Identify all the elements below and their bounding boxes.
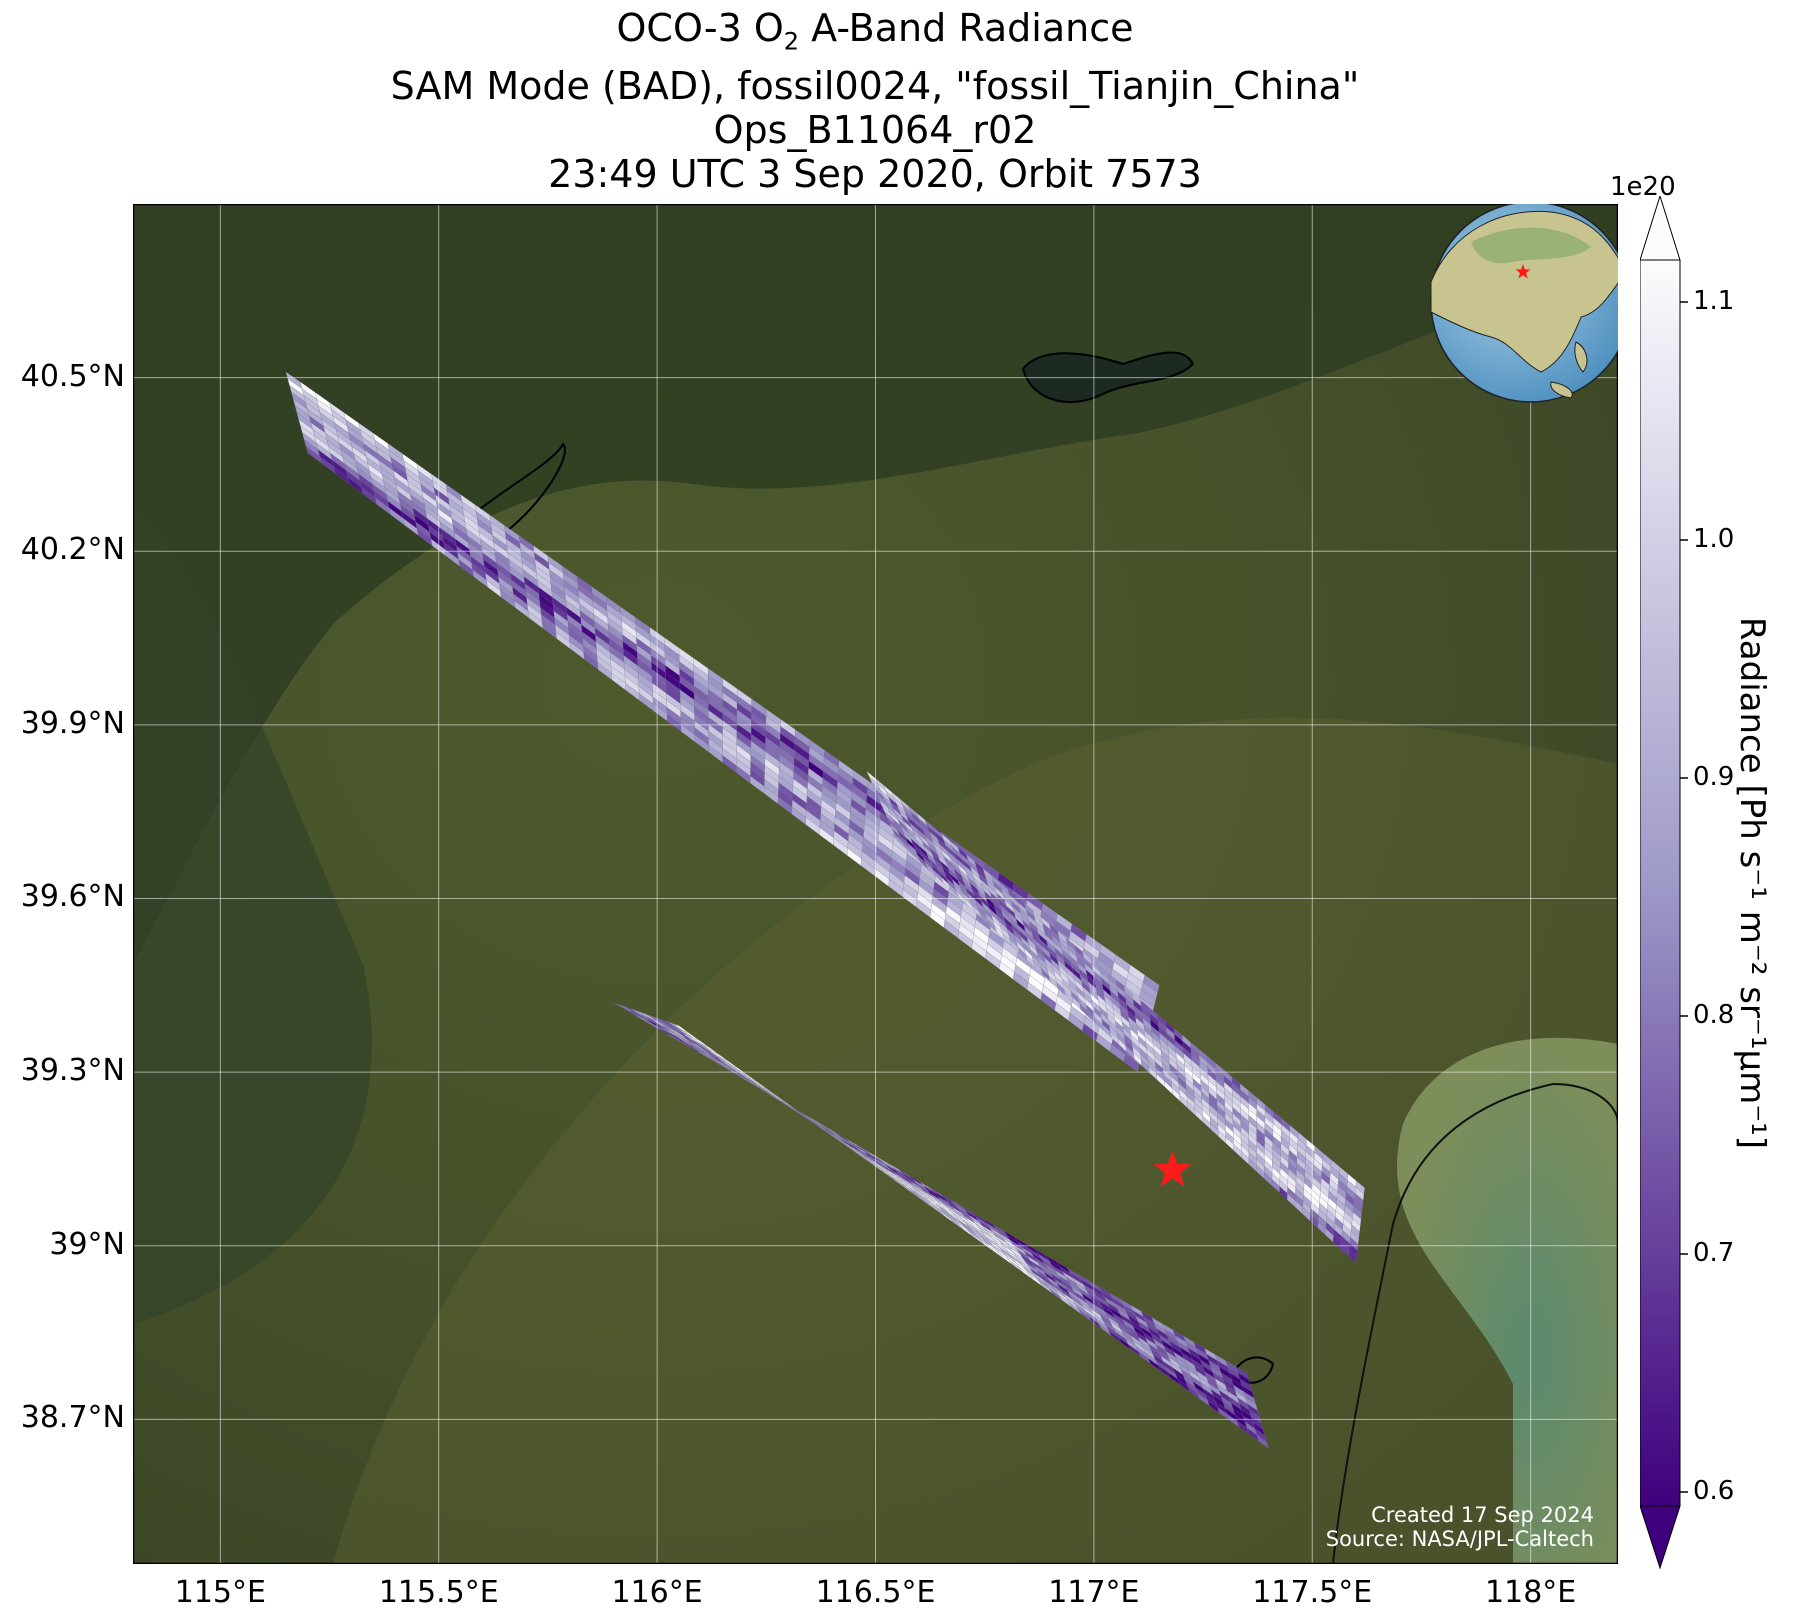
bohai-sea (1397, 1037, 1618, 1564)
graticule (133, 204, 1618, 1564)
globe-islands (1550, 341, 1588, 399)
title-line-1: OCO-3 O2 A-Band Radiance (616, 6, 1134, 56)
data-source: Source: NASA/JPL-Caltech (1325, 1527, 1594, 1551)
lon-tick-label: 118°E (1485, 1575, 1577, 1610)
colorbar-extend-max (1640, 196, 1681, 261)
east-swath (866, 770, 1365, 1264)
title-line-2: SAM Mode (BAD), fossil0024, "fossil_Tian… (390, 63, 1360, 108)
coastline (1332, 1082, 1618, 1564)
south-swath (613, 1002, 1270, 1449)
mountain-region-north (133, 204, 1618, 964)
title-line-3: Ops_B11064_r02 (713, 107, 1037, 152)
inset-globe (1430, 204, 1618, 403)
lat-tick-label: 40.2°N (20, 532, 125, 568)
colorbar-tick-label: 1.1 (1693, 286, 1735, 316)
target-star-icon (1153, 1150, 1192, 1187)
colorbar-tick-label: 1.0 (1693, 524, 1735, 554)
lon-tick-label: 117°E (1048, 1575, 1140, 1610)
lat-tick-label: 39.9°N (20, 705, 125, 741)
radiance-cell (1256, 1434, 1270, 1449)
colorbar-tick-label: 0.7 (1693, 1238, 1735, 1268)
colorbar-label: Radiance [Ph s⁻¹ m⁻² sr⁻¹μm⁻¹] (1732, 616, 1772, 1150)
colorbar-tick-label: 0.6 (1693, 1476, 1735, 1506)
lat-tick-label: 39.6°N (20, 879, 125, 915)
lat-tick-label: 39°N (49, 1226, 125, 1262)
lon-tick-label: 116°E (611, 1575, 703, 1610)
title-line-4: 23:49 UTC 3 Sep 2020, Orbit 7573 (548, 151, 1202, 196)
created-date: Created 17 Sep 2024 (1371, 1503, 1594, 1527)
colorbar (1640, 196, 1688, 1570)
globe-target-star-icon (1515, 264, 1531, 279)
colorbar-extend-min (1640, 1505, 1681, 1570)
lat-tick-label: 39.3°N (20, 1053, 125, 1089)
mountain-region-west (133, 504, 372, 1324)
lat-tick-label: 40.5°N (20, 358, 125, 394)
lon-tick-label: 115.5°E (378, 1575, 499, 1610)
lon-tick-label: 115°E (174, 1575, 266, 1610)
credits: Created 17 Sep 2024 Source: NASA/JPL-Cal… (1326, 1503, 1594, 1551)
lon-tick-label: 116.5°E (815, 1575, 936, 1610)
colorbar-body (1640, 259, 1681, 1507)
radiance-cell (1348, 1249, 1357, 1264)
lon-tick-label: 117.5°E (1252, 1575, 1373, 1610)
colorbar-multiplier: 1e20 (1610, 172, 1676, 202)
plot-title: OCO-3 O2 A-Band Radiance SAM Mode (BAD),… (0, 6, 1750, 196)
colorbar-tick-label: 0.8 (1693, 1000, 1735, 1030)
lat-tick-label: 38.7°N (20, 1400, 125, 1436)
colorbar-tick-label: 0.9 (1693, 762, 1735, 792)
globe-vegetation (1471, 227, 1591, 264)
map-panel (133, 204, 1618, 1564)
radiance-swaths (285, 371, 1365, 1449)
plain-region (333, 717, 1618, 1564)
